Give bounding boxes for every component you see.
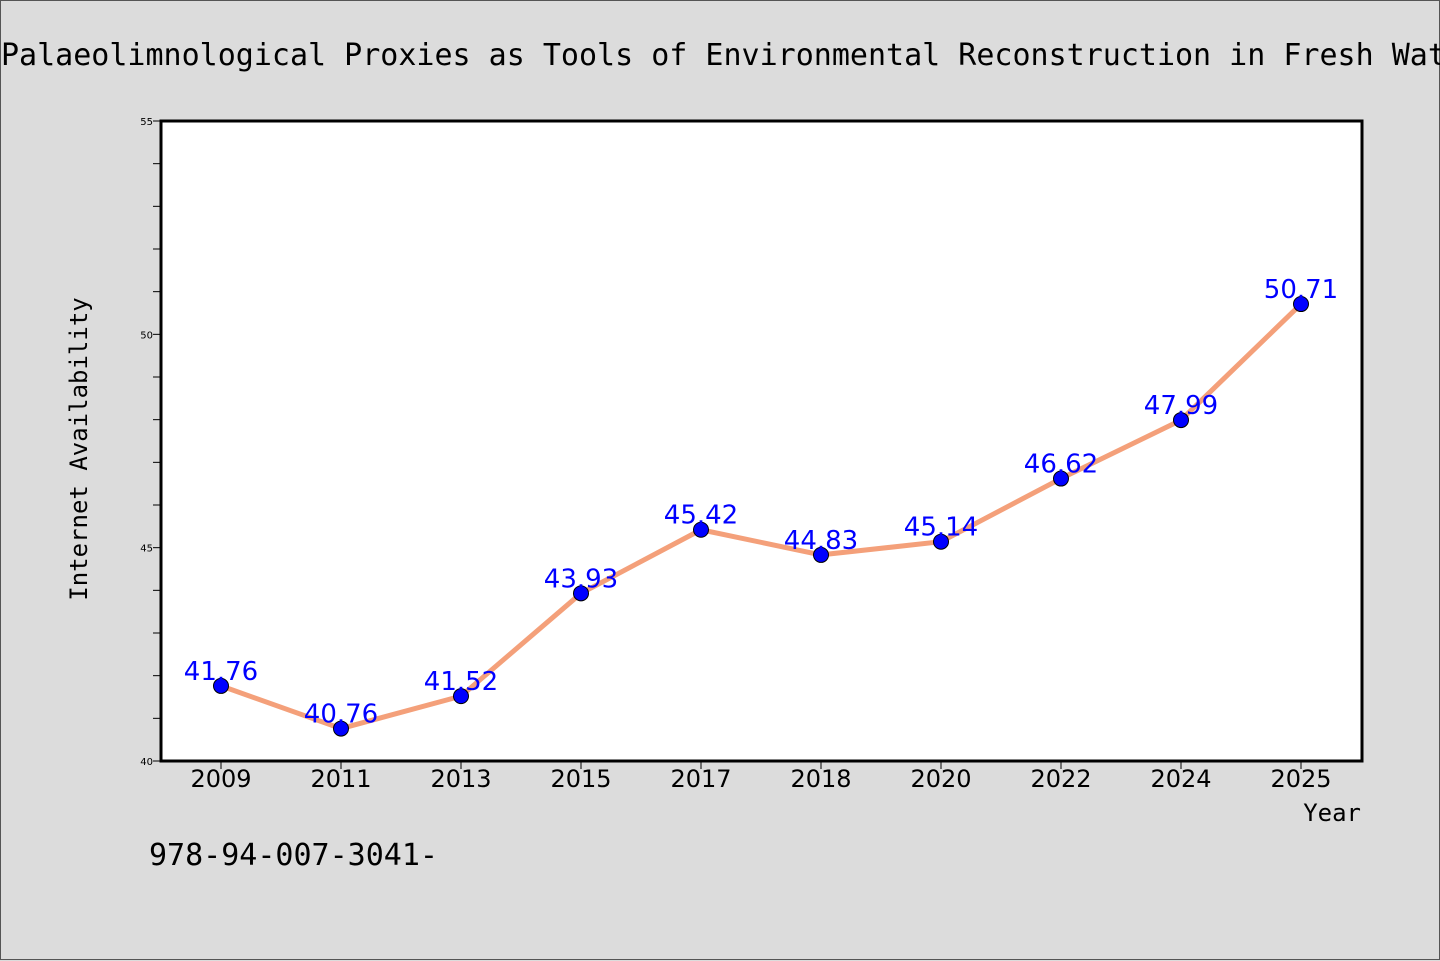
data-point: [573, 585, 589, 602]
y-tick-label: 40: [140, 757, 153, 768]
y-tick-label: 45: [140, 544, 153, 555]
data-label: 41.76: [184, 657, 258, 687]
data-point: [813, 546, 829, 563]
data-label: 45.14: [904, 513, 978, 543]
data-point: [333, 720, 349, 737]
data-label: 50.71: [1264, 275, 1338, 305]
data-point: [1053, 470, 1069, 487]
x-axis-label: Year: [1303, 799, 1361, 827]
data-label: 45.42: [664, 501, 738, 531]
data-point: [1293, 296, 1309, 313]
data-label: 41.52: [424, 667, 498, 697]
series-layer: 41.76 40.76 41.52 43.93 45.42 44.83 45.14 46.62…: [184, 275, 1338, 737]
data-label: 44.83: [784, 526, 858, 556]
plot-area: [159, 119, 1364, 763]
x-tick-label: 2022: [1030, 765, 1091, 793]
x-tick-label: 2020: [910, 765, 971, 793]
x-tick-label: 2009: [190, 765, 251, 793]
y-axis-label: Internet Availability: [65, 297, 93, 600]
x-tick-label: 2011: [310, 765, 371, 793]
data-label: 40.76: [304, 700, 378, 730]
data-point: [693, 521, 709, 538]
x-tick-label: 2018: [790, 765, 851, 793]
x-axis: 2009 2011 2013 2015 2017 2018 2020 2022 2024 2025: [190, 761, 1332, 793]
data-label: 47.99: [1144, 391, 1218, 421]
chart-title: Palaeolimnological Proxies as Tools of E…: [1, 38, 1440, 73]
data-point: [453, 688, 469, 705]
data-point: [933, 533, 949, 550]
x-tick-label: 2024: [1150, 765, 1211, 793]
x-tick-label: 2017: [670, 765, 731, 793]
data-label: 46.62: [1024, 450, 1098, 480]
data-point: [1173, 412, 1189, 429]
y-tick-label: 50: [140, 330, 153, 341]
y-tick-label: 55: [140, 117, 153, 128]
x-tick-label: 2025: [1270, 765, 1331, 793]
data-label: 43.93: [544, 564, 618, 594]
data-point: [213, 677, 229, 694]
x-tick-label: 2013: [430, 765, 491, 793]
footer-code: 978-94-007-3041-: [149, 838, 438, 873]
x-tick-label: 2015: [550, 765, 611, 793]
series-line: [218, 301, 1304, 732]
y-axis: 40 45 50 55: [140, 117, 161, 768]
